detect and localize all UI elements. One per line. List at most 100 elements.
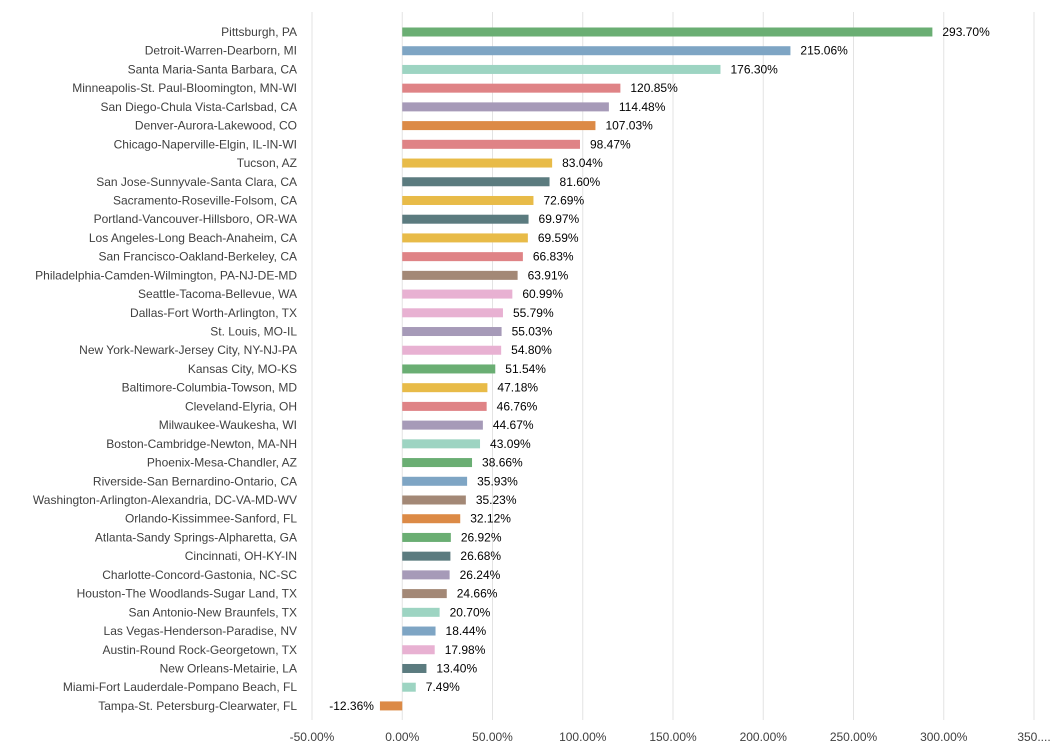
category-label: Orlando-Kissimmee-Sanford, FL bbox=[125, 512, 297, 526]
bar bbox=[402, 177, 550, 187]
category-label: Tampa-St. Petersburg-Clearwater, FL bbox=[98, 699, 297, 713]
category-label: Denver-Aurora-Lakewood, CO bbox=[135, 119, 297, 133]
x-tick-label: 50.00% bbox=[472, 730, 513, 744]
category-label: Dallas-Fort Worth-Arlington, TX bbox=[130, 306, 297, 320]
bar bbox=[402, 645, 435, 655]
category-label: Sacramento-Roseville-Folsom, CA bbox=[113, 193, 297, 207]
bar bbox=[402, 308, 503, 318]
data-label: 47.18% bbox=[497, 381, 538, 395]
bar bbox=[402, 158, 553, 168]
category-label: Detroit-Warren-Dearborn, MI bbox=[145, 44, 297, 58]
data-label: 46.76% bbox=[497, 399, 538, 413]
bars bbox=[379, 27, 933, 711]
category-label: Minneapolis-St. Paul-Bloomington, MN-WI bbox=[72, 81, 297, 95]
bar bbox=[402, 495, 466, 505]
category-label: Tucson, AZ bbox=[237, 156, 297, 170]
category-label: Cleveland-Elyria, OH bbox=[185, 399, 297, 413]
bar bbox=[402, 121, 596, 131]
bar bbox=[402, 233, 528, 243]
data-label: 26.24% bbox=[460, 568, 501, 582]
category-label: Cincinnati, OH-KY-IN bbox=[185, 549, 297, 563]
data-label: 38.66% bbox=[482, 456, 523, 470]
data-label: 83.04% bbox=[562, 156, 603, 170]
category-label: Las Vegas-Henderson-Paradise, NV bbox=[104, 624, 297, 638]
x-tick-label: -50.00% bbox=[290, 730, 335, 744]
data-label: -12.36% bbox=[329, 699, 374, 713]
data-label: 26.92% bbox=[461, 530, 502, 544]
data-label: 69.97% bbox=[539, 212, 580, 226]
data-label: 55.03% bbox=[512, 325, 553, 339]
x-tick-label: 0.00% bbox=[385, 730, 419, 744]
x-tick-label: 150.00% bbox=[649, 730, 697, 744]
data-label: 176.30% bbox=[730, 62, 778, 76]
bar bbox=[402, 570, 450, 580]
category-label: Austin-Round Rock-Georgetown, TX bbox=[102, 643, 297, 657]
data-label: 55.79% bbox=[513, 306, 554, 320]
bar bbox=[402, 252, 523, 262]
category-label: Santa Maria-Santa Barbara, CA bbox=[128, 62, 297, 76]
bar bbox=[402, 682, 416, 692]
data-label: 114.48% bbox=[619, 100, 666, 114]
category-label: Phoenix-Mesa-Chandler, AZ bbox=[147, 456, 297, 470]
bar bbox=[402, 27, 933, 37]
data-label: 7.49% bbox=[426, 680, 460, 694]
category-label: Chicago-Naperville-Elgin, IL-IN-WI bbox=[114, 137, 297, 151]
category-label: St. Louis, MO-IL bbox=[210, 325, 297, 339]
bar bbox=[379, 701, 403, 711]
bar bbox=[402, 46, 791, 56]
category-label: Boston-Cambridge-Newton, MA-NH bbox=[106, 437, 297, 451]
category-label: Miami-Fort Lauderdale-Pompano Beach, FL bbox=[63, 680, 297, 694]
category-label: Pittsburgh, PA bbox=[221, 25, 297, 39]
data-label: 63.91% bbox=[528, 268, 569, 282]
bar bbox=[402, 551, 451, 561]
bar bbox=[402, 139, 580, 149]
data-label: 17.98% bbox=[445, 643, 486, 657]
category-label: New York-Newark-Jersey City, NY-NJ-PA bbox=[79, 343, 297, 357]
bar bbox=[402, 663, 427, 673]
bar bbox=[402, 64, 721, 74]
category-label: Washington-Arlington-Alexandria, DC-VA-M… bbox=[33, 493, 297, 507]
category-label: Los Angeles-Long Beach-Anaheim, CA bbox=[89, 231, 297, 245]
x-tick-label: 350.... bbox=[1017, 730, 1050, 744]
category-label: San Diego-Chula Vista-Carlsbad, CA bbox=[100, 100, 297, 114]
data-label: 98.47% bbox=[590, 137, 631, 151]
category-label: New Orleans-Metairie, LA bbox=[160, 661, 297, 675]
data-label: 35.23% bbox=[476, 493, 517, 507]
data-label: 66.83% bbox=[533, 250, 574, 264]
bar bbox=[402, 514, 461, 524]
data-label: 24.66% bbox=[457, 587, 498, 601]
bar bbox=[402, 383, 488, 393]
bar bbox=[402, 626, 436, 636]
data-label: 43.09% bbox=[490, 437, 531, 451]
data-label: 18.44% bbox=[446, 624, 487, 638]
category-label: Milwaukee-Waukesha, WI bbox=[159, 418, 297, 432]
bar bbox=[402, 214, 529, 224]
x-axis-tick-labels: -50.00% 0.00% 50.00% 100.00% 150.00% 200.00% 2… bbox=[290, 730, 1051, 744]
bar bbox=[402, 289, 513, 299]
bar bbox=[402, 327, 502, 337]
category-label: Philadelphia-Camden-Wilmington, PA-NJ-DE… bbox=[35, 268, 297, 282]
bar bbox=[402, 532, 451, 542]
bar bbox=[402, 589, 447, 599]
data-label: 81.60% bbox=[560, 175, 601, 189]
data-label: 44.67% bbox=[493, 418, 534, 432]
data-label: 26.68% bbox=[460, 549, 501, 563]
x-tick-label: 300.00% bbox=[920, 730, 968, 744]
bar bbox=[402, 195, 534, 205]
data-label: 215.06% bbox=[800, 44, 848, 58]
category-label: Riverside-San Bernardino-Ontario, CA bbox=[93, 474, 297, 488]
category-label: Portland-Vancouver-Hillsboro, OR-WA bbox=[94, 212, 297, 226]
data-label: 51.54% bbox=[505, 362, 546, 376]
category-label: Seattle-Tacoma-Bellevue, WA bbox=[138, 287, 297, 301]
data-label: 35.93% bbox=[477, 474, 518, 488]
bar bbox=[402, 270, 518, 280]
bar bbox=[402, 420, 483, 430]
category-label: Atlanta-Sandy Springs-Alpharetta, GA bbox=[95, 530, 297, 544]
category-label: San Jose-Sunnyvale-Santa Clara, CA bbox=[96, 175, 297, 189]
data-label: 20.70% bbox=[450, 605, 491, 619]
bar bbox=[402, 83, 621, 93]
data-label: 107.03% bbox=[605, 119, 653, 133]
data-label: 120.85% bbox=[630, 81, 678, 95]
data-label: 60.99% bbox=[522, 287, 563, 301]
